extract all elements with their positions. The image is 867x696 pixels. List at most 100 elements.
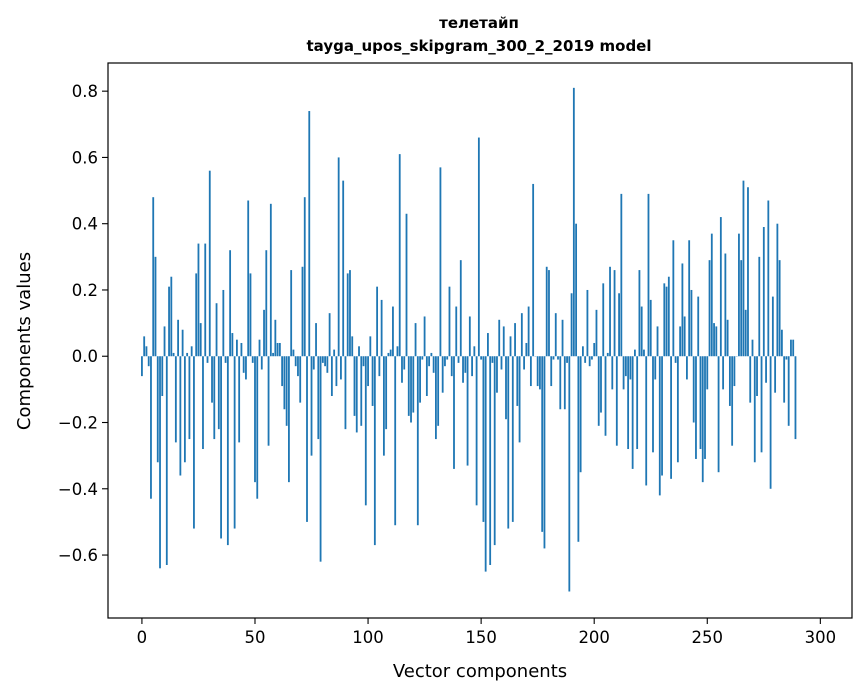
bar [195,273,198,357]
bar [387,352,390,357]
bar [267,356,270,446]
bar [602,283,605,357]
bar [258,339,261,357]
bar [740,260,743,357]
bar [769,356,772,489]
bar [396,346,399,357]
bar [783,356,786,403]
x-axis-label: Vector components [393,661,567,682]
bar [444,356,446,367]
bar [215,303,218,357]
bar [430,352,433,357]
bar [656,326,659,357]
bar [389,349,392,357]
bar [321,356,324,363]
bar [491,356,494,363]
bar [238,356,241,443]
bar [231,333,234,357]
bar [595,309,598,357]
bar [507,356,510,529]
bar [600,356,602,413]
bar [229,250,232,357]
bar [790,339,792,357]
bar [168,286,170,357]
bar [181,329,184,357]
bar [532,183,535,357]
bar [618,293,620,357]
bar [285,356,288,426]
bar [640,306,643,357]
bar [419,356,421,403]
bar [643,349,645,357]
bar [636,356,639,450]
bar [715,326,718,357]
bar [193,356,195,529]
bar [471,356,473,377]
bar [597,356,600,426]
bar [188,356,191,440]
bar [493,356,496,546]
bar [333,349,336,357]
bar [159,356,161,569]
bar [652,356,654,453]
bar [236,339,238,357]
bar [634,349,636,357]
bar [428,356,431,367]
bar [217,356,220,430]
bar [611,356,614,390]
bar [767,200,770,357]
bar [312,356,315,370]
bar [765,356,767,383]
bar [683,316,686,357]
bar [346,273,349,357]
bar [487,333,489,357]
bar [163,326,166,357]
x-axis: 0 50 100 150 200 250 300 [137,618,836,647]
bar [606,352,609,357]
bar [240,342,243,357]
bar [604,356,607,436]
bar [529,356,532,387]
bar [708,260,711,357]
bar [774,356,777,393]
bar [690,289,693,357]
bar [785,356,788,360]
bar [269,203,272,357]
bar [197,243,200,357]
x-tick-label: 0 [137,628,148,647]
bar [143,336,146,357]
bar [204,243,207,357]
bar [482,356,485,522]
bar [394,356,397,526]
bar [686,356,688,380]
bar [324,356,326,367]
bar [717,356,720,473]
bar [462,356,464,383]
bar [407,356,410,416]
x-tick-label: 250 [692,628,724,647]
bar [308,111,311,357]
bar [335,356,338,387]
bar [541,356,544,532]
bar [719,217,722,357]
bar [150,356,152,499]
bar [579,356,582,473]
bar [539,356,541,390]
bar [450,356,453,377]
bar [190,346,193,357]
bar [382,356,385,456]
bar [545,266,548,357]
bar [484,356,487,572]
bar [360,356,363,426]
y-tick-label: 0.0 [72,347,98,366]
bar [776,223,779,357]
bar [337,157,340,357]
bar [566,356,568,363]
bar [593,342,596,357]
bar [638,270,641,357]
x-tick-label: 100 [352,628,384,647]
y-tick-label: 0.4 [72,215,98,234]
bar [464,356,467,373]
bar [747,187,749,357]
